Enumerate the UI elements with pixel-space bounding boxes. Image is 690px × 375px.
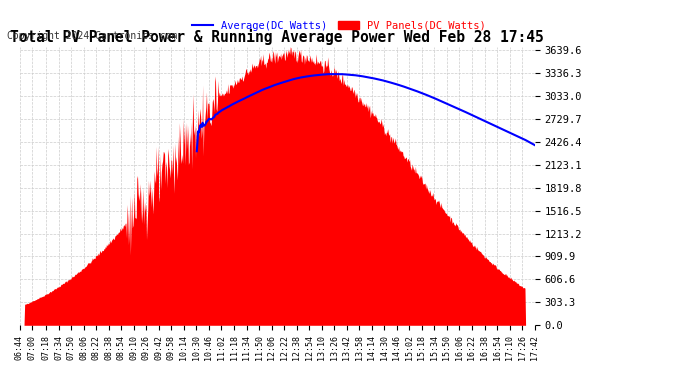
Legend: Average(DC Watts), PV Panels(DC Watts): Average(DC Watts), PV Panels(DC Watts) (188, 16, 490, 35)
Title: Total PV Panel Power & Running Average Power Wed Feb 28 17:45: Total PV Panel Power & Running Average P… (10, 29, 544, 45)
Text: Copyright 2024 Cartronics.com: Copyright 2024 Cartronics.com (7, 32, 177, 41)
